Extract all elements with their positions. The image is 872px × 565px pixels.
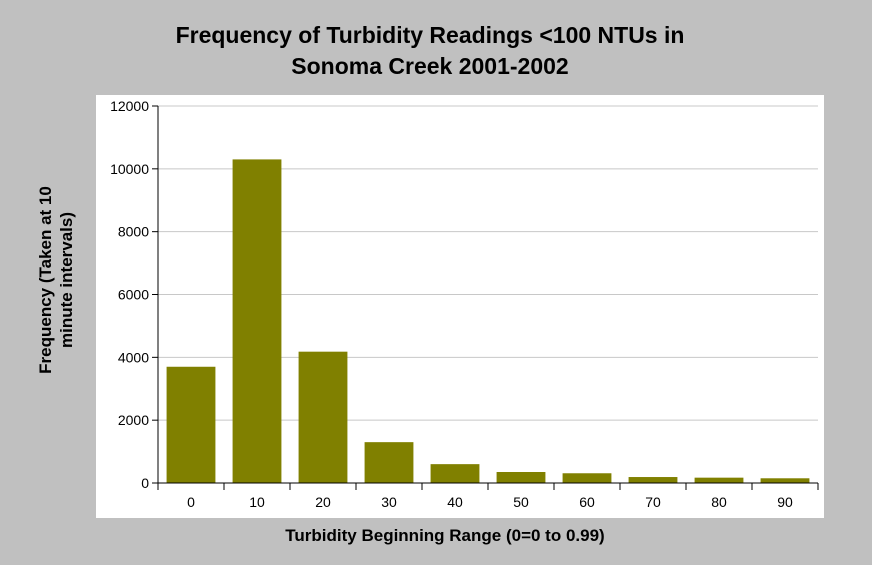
x-axis-label: Turbidity Beginning Range (0=0 to 0.99) (285, 526, 605, 545)
x-tick-label: 40 (447, 494, 463, 510)
y-tick-label: 6000 (118, 287, 149, 303)
y-tick-label: 0 (141, 475, 149, 491)
y-tick-label: 12000 (110, 98, 149, 114)
bar-90 (760, 478, 810, 483)
x-tick-label: 90 (777, 494, 793, 510)
x-tick-label: 50 (513, 494, 529, 510)
y-tick-label: 10000 (110, 161, 149, 177)
x-tick-label: 60 (579, 494, 595, 510)
bar-10 (232, 159, 282, 484)
x-tick-label: 80 (711, 494, 727, 510)
x-tick-label: 30 (381, 494, 397, 510)
plot-panel (96, 95, 824, 518)
y-tick-label: 4000 (118, 349, 149, 365)
x-tick-label: 0 (187, 494, 195, 510)
bar-60 (562, 473, 612, 483)
chart-title: Frequency of Turbidity Readings <100 NTU… (0, 20, 860, 82)
bar-20 (298, 351, 348, 483)
chart-title-line-1: Frequency of Turbidity Readings <100 NTU… (175, 22, 685, 48)
chart-title-line-2: Sonoma Creek 2001-2002 (291, 53, 569, 79)
bar-50 (496, 472, 546, 483)
x-tick-label: 10 (249, 494, 265, 510)
bar-80 (694, 477, 744, 483)
bar-0 (166, 366, 216, 483)
bar-70 (628, 477, 678, 483)
bar-40 (430, 464, 480, 483)
y-tick-label: 8000 (118, 224, 149, 240)
y-tick-label: 2000 (118, 412, 149, 428)
bar-30 (364, 442, 414, 483)
x-tick-label: 70 (645, 494, 661, 510)
x-tick-label: 20 (315, 494, 331, 510)
